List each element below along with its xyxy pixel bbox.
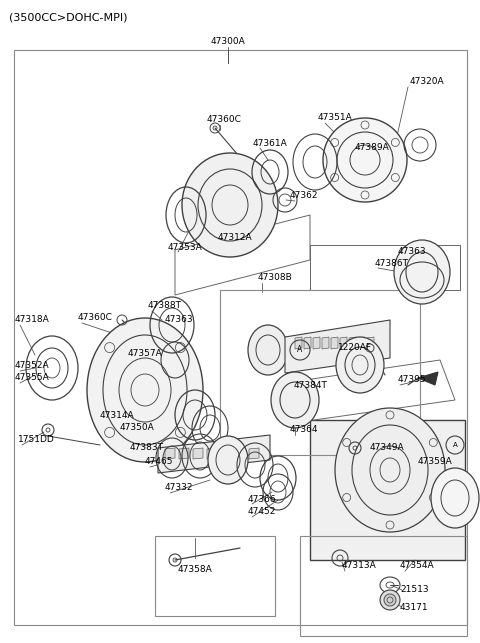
Text: 47384T: 47384T [294,381,328,390]
Polygon shape [221,448,231,459]
Polygon shape [331,337,338,349]
Polygon shape [165,448,175,459]
Text: 47389A: 47389A [355,143,390,152]
Bar [220,290,420,455]
Text: 47312A: 47312A [218,233,252,242]
Ellipse shape [271,372,319,428]
Polygon shape [322,337,329,349]
Text: A: A [298,345,302,354]
Text: 47308B: 47308B [258,273,293,282]
Text: 47332: 47332 [165,484,193,493]
Ellipse shape [431,468,479,528]
Text: 47465: 47465 [145,458,173,467]
Ellipse shape [394,240,450,304]
Ellipse shape [182,153,278,257]
Bar [155,536,275,616]
Text: 47383T: 47383T [130,442,164,451]
Text: 21513: 21513 [400,586,429,595]
Text: 47388T: 47388T [148,302,182,311]
Text: 47363: 47363 [398,248,427,257]
Text: 47452: 47452 [248,507,276,516]
Text: 47363: 47363 [165,314,193,323]
Text: 47320A: 47320A [410,78,444,87]
Text: 47351A: 47351A [318,114,353,123]
Polygon shape [304,337,311,349]
Ellipse shape [336,337,384,393]
Polygon shape [313,337,320,349]
Text: 47350A: 47350A [120,424,155,433]
Text: 1220AF: 1220AF [338,343,372,352]
Text: 47357A: 47357A [128,349,163,358]
Text: 47386T: 47386T [375,258,409,267]
Text: 47349A: 47349A [370,442,405,451]
Text: 47364: 47364 [290,426,319,435]
Text: A: A [453,442,457,448]
Ellipse shape [208,436,248,484]
Polygon shape [158,435,270,473]
Text: 47355A: 47355A [15,374,50,383]
Text: 47395: 47395 [398,376,427,385]
Polygon shape [358,337,365,349]
Text: 47362: 47362 [290,192,319,201]
Text: 47300A: 47300A [211,37,245,46]
Text: 47314A: 47314A [100,410,134,419]
Text: 47360C: 47360C [207,116,242,125]
Ellipse shape [335,408,445,532]
Polygon shape [235,448,245,459]
Polygon shape [179,448,189,459]
Ellipse shape [248,325,288,375]
Text: 47361A: 47361A [253,138,288,147]
Text: 47313A: 47313A [342,561,377,570]
Text: 47366: 47366 [248,494,276,503]
Text: 47318A: 47318A [15,316,50,325]
Polygon shape [249,448,259,459]
Text: 43171: 43171 [400,602,429,611]
Text: 47354A: 47354A [400,561,434,570]
Polygon shape [295,337,302,349]
Ellipse shape [380,590,400,610]
Text: 47352A: 47352A [15,361,49,370]
Text: 47359A: 47359A [418,458,453,467]
Ellipse shape [323,118,407,202]
Polygon shape [285,320,390,373]
Polygon shape [340,337,347,349]
Text: 47358A: 47358A [178,565,212,574]
Text: 47360C: 47360C [78,314,113,323]
Polygon shape [367,337,374,349]
Ellipse shape [87,318,203,462]
Polygon shape [418,372,438,385]
Bar [310,420,465,560]
Text: 47353A: 47353A [168,242,203,251]
Polygon shape [207,448,217,459]
Text: (3500CC>DOHC-MPI): (3500CC>DOHC-MPI) [9,13,127,23]
Polygon shape [193,448,203,459]
Bar [14,50,467,625]
Bar [300,536,467,636]
Polygon shape [349,337,356,349]
Text: 1751DD: 1751DD [18,435,55,444]
Ellipse shape [384,594,396,606]
